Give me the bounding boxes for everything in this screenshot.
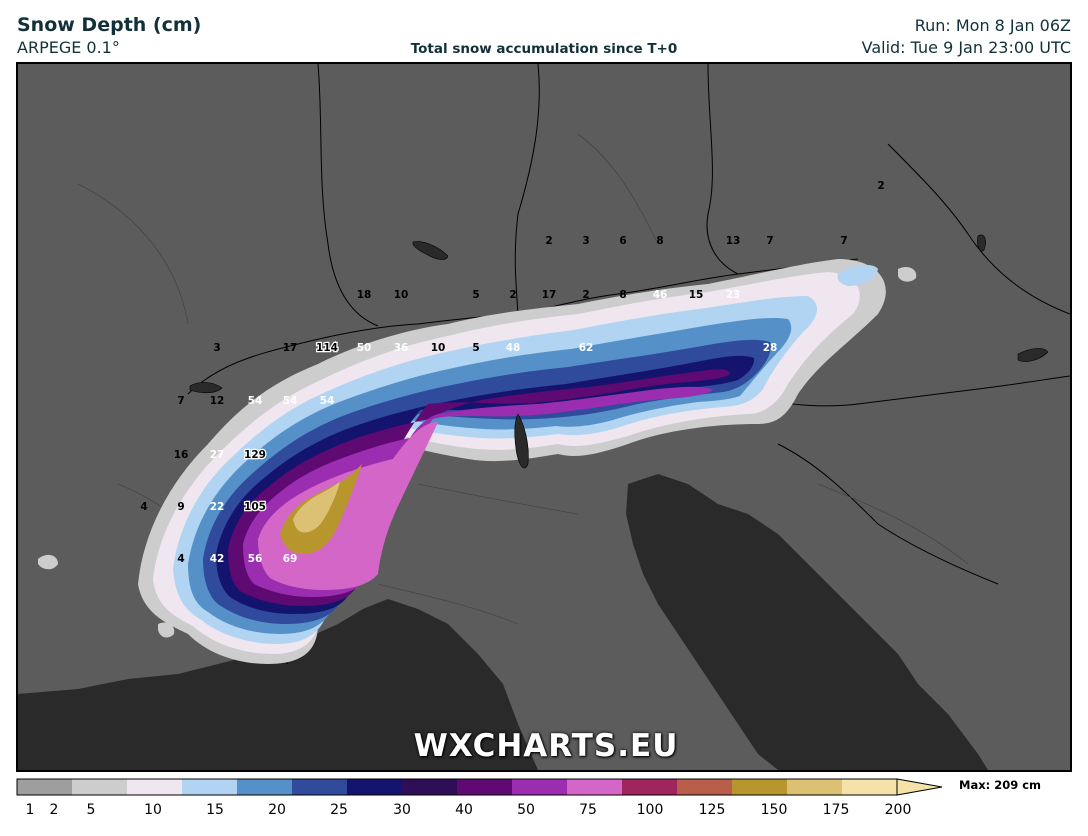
snow-value-label: 2 [509, 289, 516, 301]
snow-value-labels: 22 3 6 8 13 7 718 10 5 2 17 2 8 46 15 233 17 114 50 36 10 5 48… [140, 180, 884, 565]
legend-tick-label: 150 [760, 802, 788, 818]
snow-value-label: 6 [619, 235, 626, 247]
snow-value-label: 9 [177, 501, 184, 513]
legend-tick-label: 20 [268, 802, 286, 818]
snow-value-label: 62 [579, 342, 594, 354]
legend-tick-label: 40 [455, 802, 473, 818]
valid-time: Valid: Tue 9 Jan 23:00 UTC [861, 38, 1071, 57]
legend-tick-label: 2 [49, 802, 59, 818]
snow-value-label: 10 [431, 342, 446, 354]
legend-swatch [842, 779, 898, 795]
legend-tick-label: 1 [25, 802, 35, 818]
snow-value-label: 48 [506, 342, 521, 354]
snow-value-label: 8 [656, 235, 663, 247]
snow-value-label: 129 [244, 449, 266, 461]
snow-value-label: 17 [283, 342, 298, 354]
snow-value-label: 46 [653, 289, 668, 301]
snow-value-label: 17 [542, 289, 557, 301]
snow-value-label: 3 [582, 235, 589, 247]
snow-value-label: 27 [210, 449, 225, 461]
snow-value-label: 5 [472, 289, 479, 301]
legend-swatch [512, 779, 568, 795]
snow-value-label: 7 [766, 235, 773, 247]
model-name: ARPEGE 0.1° [17, 38, 120, 57]
legend-swatch [237, 779, 293, 795]
snow-value-label: 16 [174, 449, 189, 461]
legend-tick-label: 50 [517, 802, 535, 818]
watermark: WXCHARTS.EU [413, 728, 679, 764]
run-time: Run: Mon 8 Jan 06Z [914, 16, 1071, 35]
snow-value-label: 7 [840, 235, 847, 247]
snow-value-label: 22 [210, 501, 225, 513]
max-label: Max: 209 cm [959, 778, 1042, 792]
snow-value-label: 54 [320, 395, 335, 407]
snow-value-label: 105 [244, 501, 266, 513]
legend-swatch [72, 779, 128, 795]
snow-value-label: 4 [140, 501, 147, 513]
snow-value-label: 10 [394, 289, 409, 301]
snow-value-label: 18 [357, 289, 372, 301]
snow-value-label: 13 [726, 235, 741, 247]
legend-tick-label: 15 [206, 802, 224, 818]
chart-subtitle: Total snow accumulation since T+0 [410, 41, 678, 57]
snow-value-label: 50 [357, 342, 372, 354]
legend-swatch [182, 779, 238, 795]
legend-tick-label: 175 [822, 802, 850, 818]
snow-value-label: 42 [210, 553, 225, 565]
snow-value-label: 15 [689, 289, 704, 301]
legend-swatch [17, 779, 73, 795]
legend-swatch [567, 779, 623, 795]
map-canvas: 22 3 6 8 13 7 718 10 5 2 17 2 8 46 15 233 17 114 50 36 10 5 48… [18, 64, 1070, 770]
snow-value-label: 56 [248, 553, 263, 565]
legend-tick-label: 10 [144, 802, 162, 818]
snow-value-label: 54 [283, 395, 298, 407]
legend-swatch [677, 779, 733, 795]
sea-mediterranean [18, 599, 538, 770]
snow-map: 2 2 3 6 8 13 7 7 18 10 5 2 17 2 8 46 15 23 3 17 114 50 36 10 5 48… [16, 62, 1072, 772]
legend-tick-label: 25 [330, 802, 348, 818]
snow-value-label: 69 [283, 553, 298, 565]
snow-value-label: 23 [726, 289, 741, 301]
legend-swatch [622, 779, 678, 795]
snow-value-label: 28 [763, 342, 778, 354]
snow-value-label: 8 [619, 289, 626, 301]
snow-value-label: 4 [177, 553, 184, 565]
snow-value-label: 5 [472, 342, 479, 354]
legend-swatch [402, 779, 458, 795]
legend-tick-label: 200 [884, 802, 912, 818]
legend-tick-label: 5 [86, 802, 96, 818]
legend-tick-label: 125 [698, 802, 726, 818]
legend-swatch [292, 779, 348, 795]
legend-colorbar [16, 778, 943, 796]
sea-adriatic [626, 474, 988, 770]
legend-frame [16, 778, 898, 796]
snow-contours [38, 259, 917, 664]
legend-swatch [347, 779, 403, 795]
legend-swatch [732, 779, 788, 795]
chart-title: Snow Depth (cm) [17, 14, 202, 36]
snow-value-label: 2 [545, 235, 552, 247]
legend: Max: 209 cm 1 2 5 10 15 20 25 30 40 50 75 100 125 150… [16, 778, 1076, 836]
snow-value-label: 7 [177, 395, 184, 407]
snow-value-label: 36 [394, 342, 409, 354]
snow-value-label: 12 [210, 395, 225, 407]
snow-value-label: 54 [248, 395, 263, 407]
legend-tick-label: 100 [636, 802, 664, 818]
legend-swatch [457, 779, 513, 795]
snow-value-label: 114 [316, 342, 338, 354]
snow-value-label: 2 [877, 180, 884, 192]
legend-tick-label: 30 [393, 802, 411, 818]
snow-value-label: 3 [213, 342, 220, 354]
legend-swatch [787, 779, 843, 795]
snow-value-label: 2 [582, 289, 589, 301]
legend-swatch [127, 779, 183, 795]
legend-extend-arrow [896, 778, 943, 796]
legend-tick-label: 75 [579, 802, 597, 818]
lakes [189, 234, 1049, 469]
